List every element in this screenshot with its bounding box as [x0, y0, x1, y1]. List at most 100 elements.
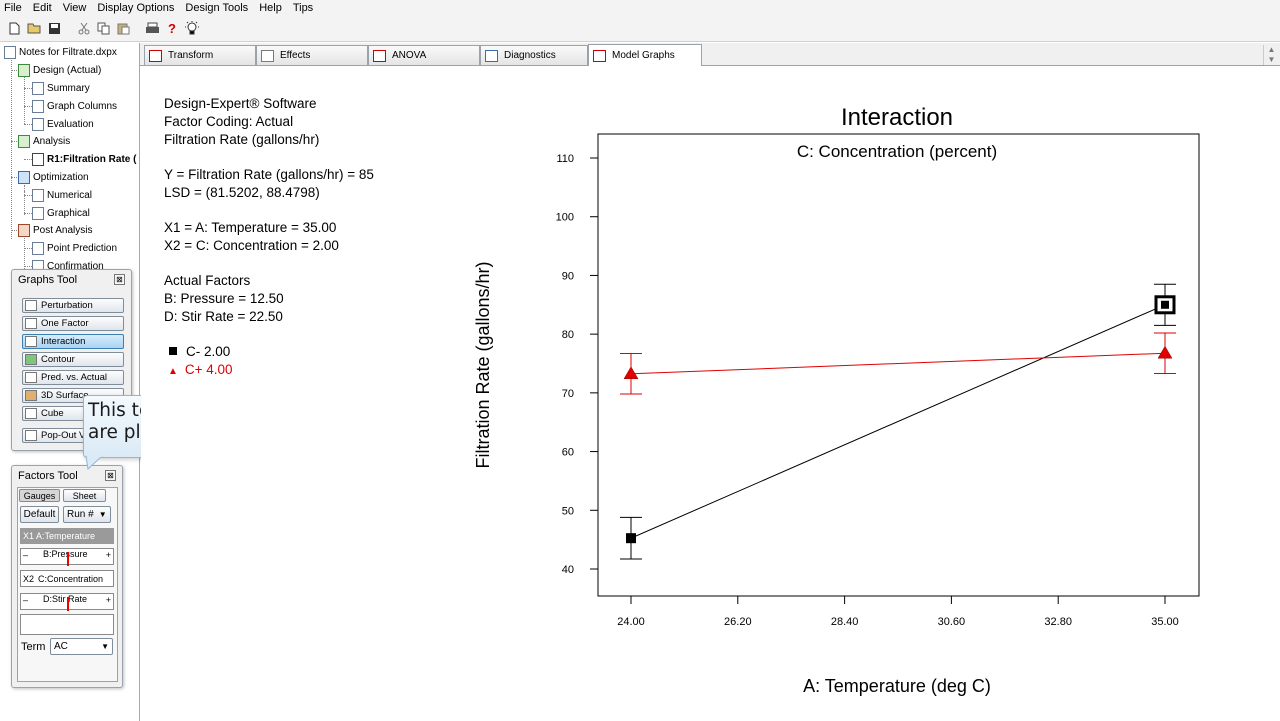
- info-factor-coding: Factor Coding: Actual: [164, 114, 294, 129]
- tree-summary[interactable]: Summary: [32, 80, 90, 96]
- menu-help[interactable]: Help: [259, 2, 282, 14]
- tree-root[interactable]: Notes for Filtrate.dxpx: [4, 44, 117, 60]
- info-software: Design-Expert® Software: [164, 96, 317, 111]
- info-response: Filtration Rate (gallons/hr): [164, 132, 320, 147]
- contour-icon: [25, 354, 37, 365]
- x-tick-label: 26.20: [724, 616, 752, 628]
- chevron-down-icon: ▼: [101, 642, 109, 651]
- close-icon[interactable]: ⊠: [114, 274, 125, 285]
- cut-icon[interactable]: [76, 20, 92, 36]
- tab-anova[interactable]: ANOVA: [368, 45, 480, 65]
- one-factor-button[interactable]: One Factor: [22, 316, 124, 331]
- paste-icon[interactable]: [116, 20, 132, 36]
- summary-icon: [32, 81, 44, 95]
- y-tick-label: 80: [562, 329, 574, 341]
- numerical-icon: [32, 188, 44, 202]
- optimization-icon: [18, 170, 30, 184]
- menu-view[interactable]: View: [62, 2, 87, 14]
- anova-icon: [373, 49, 386, 62]
- contour-button[interactable]: Contour: [22, 352, 124, 367]
- pressure-slider[interactable]: – B:Pressure +: [20, 548, 114, 566]
- model-graphs-icon: [593, 49, 606, 62]
- term-dropdown[interactable]: AC ▼: [50, 638, 113, 655]
- model-graphs-content: [141, 67, 1280, 721]
- info-x1: X1 = A: Temperature = 35.00: [164, 220, 337, 235]
- analysis-tabs: Transform Effects ANOVA Diagnostics Mode…: [140, 43, 1280, 66]
- default-button[interactable]: Default: [20, 506, 59, 523]
- run-dropdown[interactable]: Run # ▼: [63, 506, 111, 523]
- info-actual-factors-heading: Actual Factors: [164, 273, 251, 288]
- close-icon[interactable]: ⊠: [105, 470, 116, 481]
- graphical-icon: [32, 206, 44, 220]
- graph-columns-icon: [32, 99, 44, 113]
- sheet-tab[interactable]: Sheet: [63, 489, 106, 502]
- y-tick-label: 100: [556, 212, 574, 224]
- menu-edit[interactable]: Edit: [32, 2, 52, 14]
- tip-bulb-icon[interactable]: [184, 20, 200, 36]
- x-tick-label: 35.00: [1151, 616, 1179, 628]
- stir-rate-slider-handle[interactable]: [67, 597, 69, 611]
- tab-scroll-icon[interactable]: ▲ ▼: [1263, 45, 1279, 65]
- new-file-icon[interactable]: [6, 20, 22, 36]
- menu-design-tools[interactable]: Design Tools: [185, 2, 249, 14]
- perturbation-button[interactable]: Perturbation: [22, 298, 124, 313]
- menu-display-options[interactable]: Display Options: [97, 2, 175, 14]
- pred-vs-actual-button[interactable]: Pred. vs. Actual: [22, 370, 124, 385]
- response-icon: [32, 152, 44, 166]
- analysis-icon: [18, 134, 30, 148]
- chart-subtitle: C: Concentration (percent): [797, 142, 997, 161]
- menu-file[interactable]: File: [4, 2, 22, 14]
- concentration-label: C:Concentration: [38, 573, 104, 584]
- interaction-button[interactable]: Interaction: [22, 334, 124, 349]
- stir-rate-slider[interactable]: – D:Stir Rate +: [20, 593, 114, 611]
- slider-minus: –: [23, 550, 29, 560]
- tree-post-analysis[interactable]: Post Analysis: [18, 222, 92, 238]
- tree-numerical[interactable]: Numerical: [32, 187, 92, 203]
- x-tick-label: 30.60: [938, 616, 966, 628]
- tab-transform[interactable]: Transform: [144, 45, 256, 65]
- tree-evaluation[interactable]: Evaluation: [32, 116, 94, 132]
- tab-model-graphs[interactable]: Model Graphs: [588, 44, 702, 66]
- effects-icon: [261, 49, 274, 62]
- transform-icon: [149, 49, 162, 62]
- factor-x2-concentration[interactable]: X2 C:Concentration: [20, 570, 114, 587]
- open-folder-icon[interactable]: [26, 20, 42, 36]
- y-tick-label: 50: [562, 505, 574, 517]
- factors-tool-title: Factors Tool: [18, 470, 78, 482]
- factor-x1-temperature[interactable]: X1 A:Temperature: [20, 528, 114, 544]
- gauges-tab[interactable]: Gauges: [19, 489, 60, 502]
- chart-title: Interaction: [841, 104, 953, 131]
- tree-graphical[interactable]: Graphical: [32, 205, 90, 221]
- print-icon[interactable]: [144, 20, 160, 36]
- tree-point-prediction[interactable]: Point Prediction: [32, 240, 117, 256]
- y-tick-label: 70: [562, 388, 574, 400]
- chevron-down-icon: ▼: [98, 510, 107, 519]
- info-stir-rate: D: Stir Rate = 22.50: [164, 309, 283, 324]
- point-prediction-icon: [32, 241, 44, 255]
- pop-out-icon: [25, 430, 37, 441]
- legend-c-plus: ▲ C+ 4.00: [164, 361, 374, 379]
- info-x2: X2 = C: Concentration = 2.00: [164, 238, 339, 253]
- tab-effects[interactable]: Effects: [256, 45, 368, 65]
- help-icon[interactable]: ?: [168, 20, 176, 36]
- design-grid-icon: [18, 63, 30, 77]
- tree-graph-columns[interactable]: Graph Columns: [32, 98, 117, 114]
- factors-tool-panel: Factors Tool ⊠ Gauges Sheet Default Run …: [11, 465, 123, 688]
- tree-design[interactable]: Design (Actual): [18, 62, 101, 78]
- perturbation-icon: [25, 300, 37, 311]
- tree-r1-filtration-rate[interactable]: R1:Filtration Rate (: [32, 151, 136, 167]
- black-square-marker-icon: [169, 347, 177, 355]
- tab-diagnostics[interactable]: Diagnostics: [480, 45, 588, 65]
- menu-tips[interactable]: Tips: [292, 2, 314, 14]
- pred-vs-actual-icon: [25, 372, 37, 383]
- tree-analysis[interactable]: Analysis: [18, 133, 70, 149]
- chart-marks: 40 50 60 70 80 90 100 110 24.00 26.20 28.40 30.60 32…: [556, 153, 1179, 628]
- series-line-0: [630, 304, 1166, 539]
- copy-icon[interactable]: [96, 20, 112, 36]
- diagnostics-icon: [485, 49, 498, 62]
- plot-frame: [597, 133, 1200, 597]
- pressure-slider-handle[interactable]: [67, 552, 69, 566]
- save-icon[interactable]: [46, 20, 62, 36]
- tree-optimization[interactable]: Optimization: [18, 169, 89, 185]
- menu-bar: File Edit View Display Options Design To…: [0, 0, 1280, 16]
